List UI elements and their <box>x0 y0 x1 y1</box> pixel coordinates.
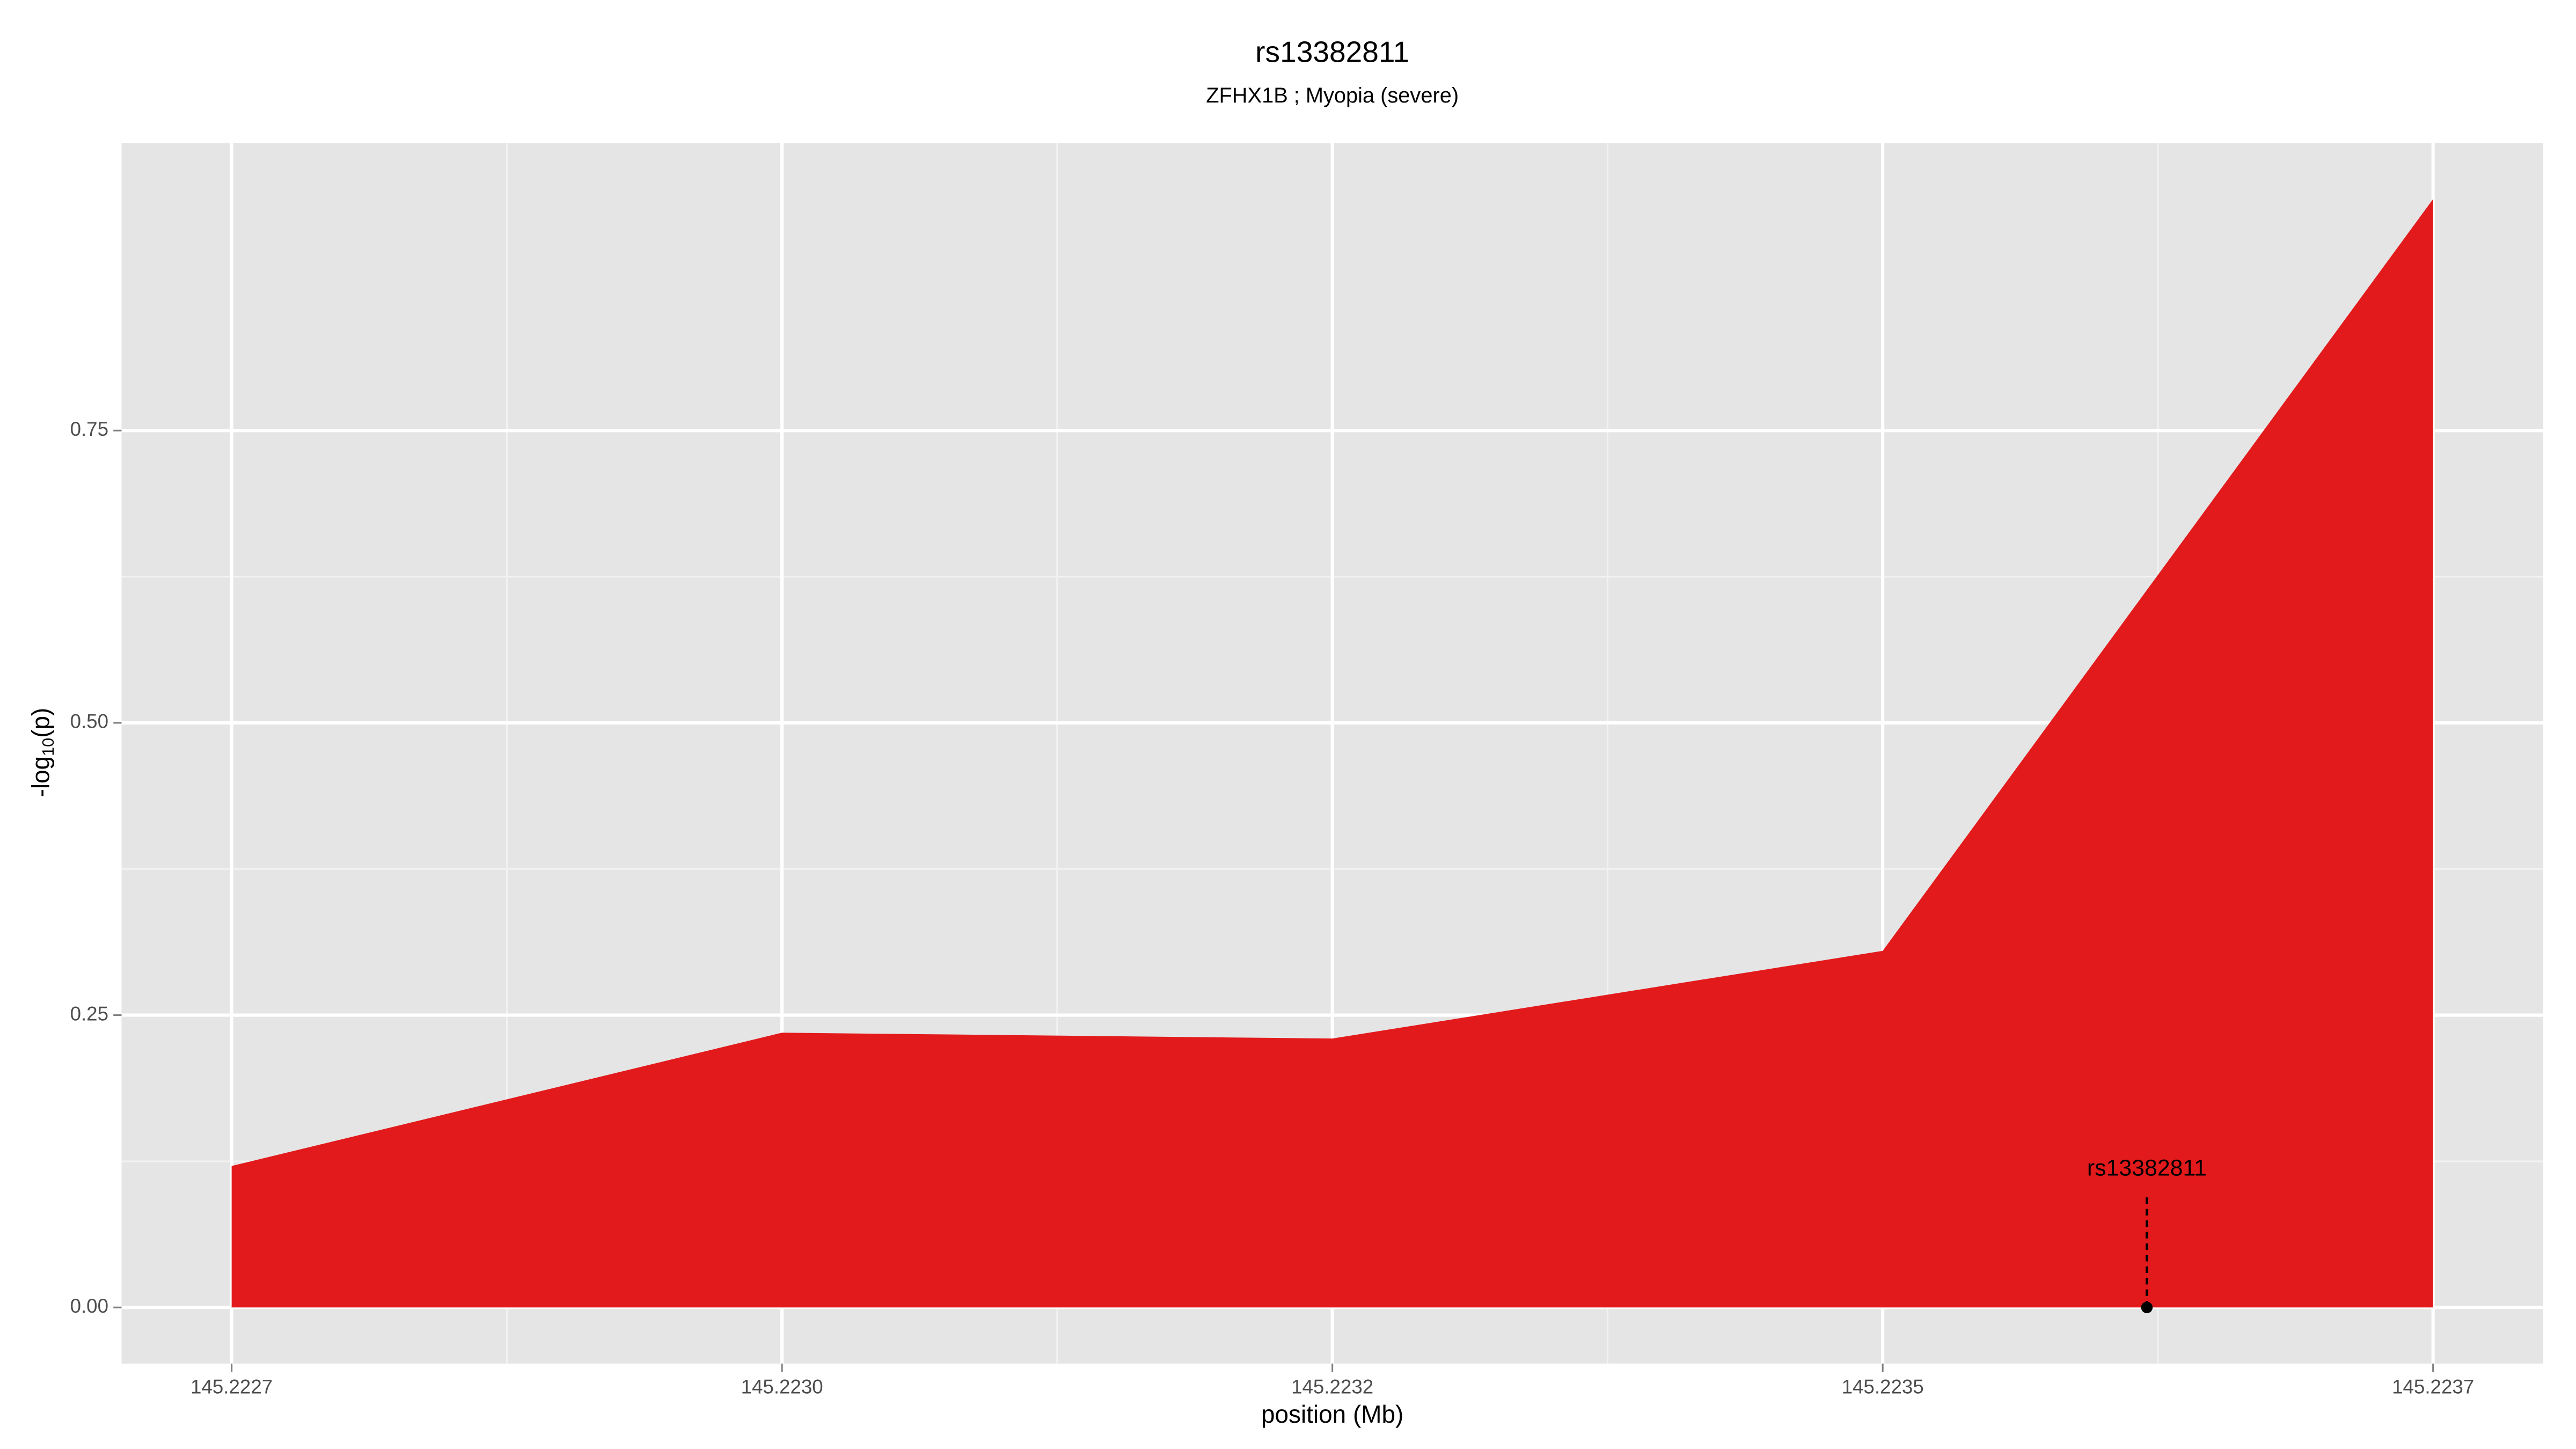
y-tick-label: 0.75 <box>70 418 108 440</box>
y-tick-label: 0.50 <box>70 711 108 733</box>
x-tick-label: 145.2235 <box>1842 1375 1924 1397</box>
y-axis-label: -log10(p) <box>27 708 57 797</box>
annotation-label: rs13382811 <box>2087 1155 2207 1181</box>
y-label-prefix: -log <box>27 756 55 797</box>
x-tick-label: 145.2227 <box>191 1375 273 1397</box>
x-tick-label: 145.2230 <box>741 1375 823 1397</box>
y-tick-label: 0.00 <box>70 1295 108 1317</box>
chart-title: rs13382811 <box>1255 35 1409 69</box>
y-tick-label: 0.25 <box>70 1002 108 1024</box>
area <box>231 199 2433 1308</box>
y-label-suffix: (p) <box>27 708 55 738</box>
x-axis-label: position (Mb) <box>1261 1400 1403 1428</box>
annotation-point <box>2141 1301 2153 1313</box>
chart-subtitle: ZFHX1B ; Myopia (severe) <box>1206 84 1459 107</box>
x-tick-label: 145.2237 <box>2392 1375 2474 1397</box>
y-label-sub: 10 <box>39 738 57 756</box>
x-tick-label: 145.2232 <box>1291 1375 1373 1397</box>
